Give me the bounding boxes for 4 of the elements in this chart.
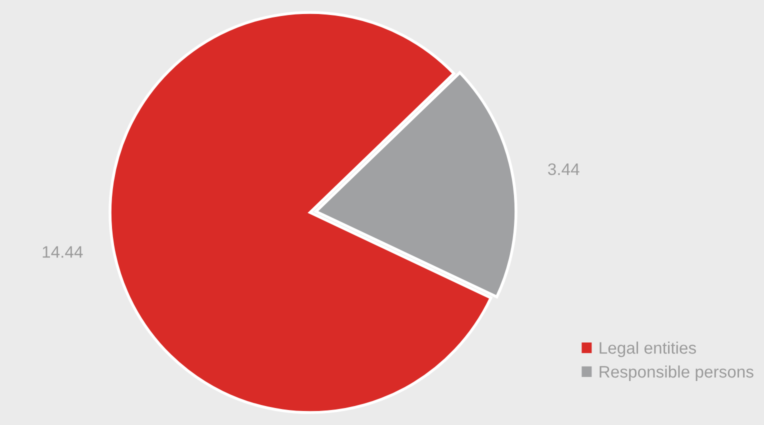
data-label: 3.44 bbox=[548, 163, 580, 176]
data-label: 14.44 bbox=[42, 246, 83, 258]
legend-label: Legal entities bbox=[600, 342, 696, 358]
legend-label: Responsible persons bbox=[600, 365, 754, 381]
